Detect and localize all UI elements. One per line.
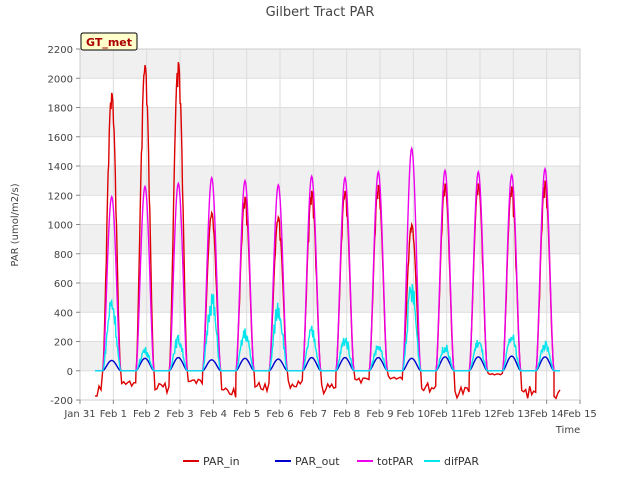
y-tick-label: -200 [50, 396, 73, 407]
legend-item-par-in: PAR_in [183, 455, 240, 468]
x-tick-label: Feb 6 [266, 409, 293, 420]
badge-label: GT_met [86, 36, 132, 49]
legend-label: totPAR [377, 455, 414, 468]
x-tick-label: Feb 12 [463, 409, 497, 420]
y-axis-label: PAR (umol/m2/s) [10, 183, 21, 266]
badge-box [80, 32, 138, 51]
plot-band [80, 166, 580, 196]
plot-band [80, 224, 580, 254]
y-tick-label: 1200 [48, 191, 73, 202]
y-tick-label: 400 [54, 308, 73, 319]
y-tick-label: 0 [67, 367, 73, 378]
x-tick-label: Feb 15 [563, 409, 597, 420]
x-tick-label: Feb 8 [333, 409, 360, 420]
series-line-difpar [95, 284, 560, 372]
chart-title: Gilbert Tract PAR [266, 5, 375, 20]
x-tick-label: Feb 9 [366, 409, 393, 420]
axis-layer: -200 0 200 400 600 800 1000 1200 1400 1600 1800 200… [48, 45, 597, 420]
plot-band [80, 49, 580, 79]
y-tick-label: 800 [54, 250, 73, 261]
chart-legend: PAR_in PAR_out totPAR difPAR [183, 455, 479, 468]
legend-label: difPAR [444, 455, 479, 468]
plot-band [80, 341, 580, 371]
legend-label: PAR_out [295, 455, 340, 468]
x-tick-label: Feb 10 [397, 409, 431, 420]
x-axis-label: Time [555, 425, 580, 436]
y-tick-label: 1000 [48, 221, 73, 232]
y-tick-label: 2000 [48, 74, 73, 85]
series-layer [94, 62, 561, 400]
y-tick-label: 1800 [48, 104, 73, 115]
y-tick-label: 2200 [48, 45, 73, 56]
y-tick-label: 600 [54, 279, 73, 290]
x-tick-label: Feb 13 [497, 409, 531, 420]
x-tick-label: Jan 31 [63, 409, 95, 420]
y-tick-label: 1600 [48, 133, 73, 144]
legend-label: PAR_in [203, 455, 240, 468]
plot-band [80, 283, 580, 313]
legend-item-difpar: difPAR [424, 455, 479, 468]
x-tick-label: Feb 7 [300, 409, 327, 420]
legend-item-totpar: totPAR [357, 455, 414, 468]
gt-met-badge: GT_met [80, 32, 138, 51]
x-tick-label: Feb 14 [530, 409, 564, 420]
y-tick-label: 200 [54, 338, 73, 349]
x-tick-label: Feb 3 [166, 409, 193, 420]
x-tick-label: Feb 11 [430, 409, 464, 420]
plot-band [80, 107, 580, 137]
legend-item-par-out: PAR_out [275, 455, 340, 468]
x-tick-label: Feb 4 [200, 409, 227, 420]
y-tick-label: 1400 [48, 162, 73, 173]
x-tick-label: Feb 1 [100, 409, 127, 420]
x-tick-label: Feb 5 [233, 409, 260, 420]
x-tick-label: Feb 2 [133, 409, 160, 420]
